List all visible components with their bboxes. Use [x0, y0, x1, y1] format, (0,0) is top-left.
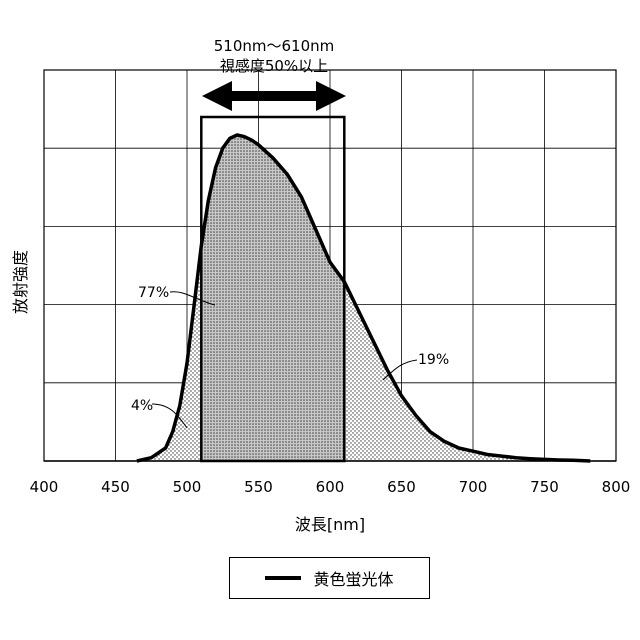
annotation-19-text: 19% [418, 352, 449, 368]
annotation-77: 77% [138, 285, 216, 306]
annotation-4-text: 4% [131, 398, 153, 414]
x-tick-label: 800 [602, 478, 631, 496]
annotation-4: 4% [131, 398, 188, 429]
y-axis-label: 放射強度 [11, 250, 30, 314]
x-tick-label: 600 [316, 478, 345, 496]
x-tick-label: 500 [173, 478, 202, 496]
x-tick-label: 750 [530, 478, 559, 496]
x-tick-label: 700 [459, 478, 488, 496]
annotation-19: 19% [382, 352, 449, 381]
x-tick-label: 400 [30, 478, 59, 496]
annotation-77-leader [169, 291, 216, 306]
annotation-4-leader [151, 403, 188, 429]
area-fills [136, 135, 591, 461]
x-tick-labels: 400 450 500 550 600 650 700 750 800 [30, 478, 631, 496]
annotation-77-text: 77% [138, 285, 169, 301]
x-tick-label: 450 [101, 478, 130, 496]
x-axis-label: 波長[nm] [295, 515, 365, 534]
series-curve-yellow-phosphor [136, 133, 591, 463]
annotation-19-leader [382, 359, 418, 381]
legend-line-swatch [265, 576, 302, 580]
band-label-range: 510nm〜610nm [214, 37, 335, 55]
band-label-visibility: 視感度50%以上 [220, 57, 328, 75]
legend-label: 黄色蛍光体 [313, 570, 394, 589]
x-tick-label: 550 [244, 478, 273, 496]
x-tick-label: 650 [387, 478, 416, 496]
legend: 黄色蛍光体 [229, 557, 430, 599]
